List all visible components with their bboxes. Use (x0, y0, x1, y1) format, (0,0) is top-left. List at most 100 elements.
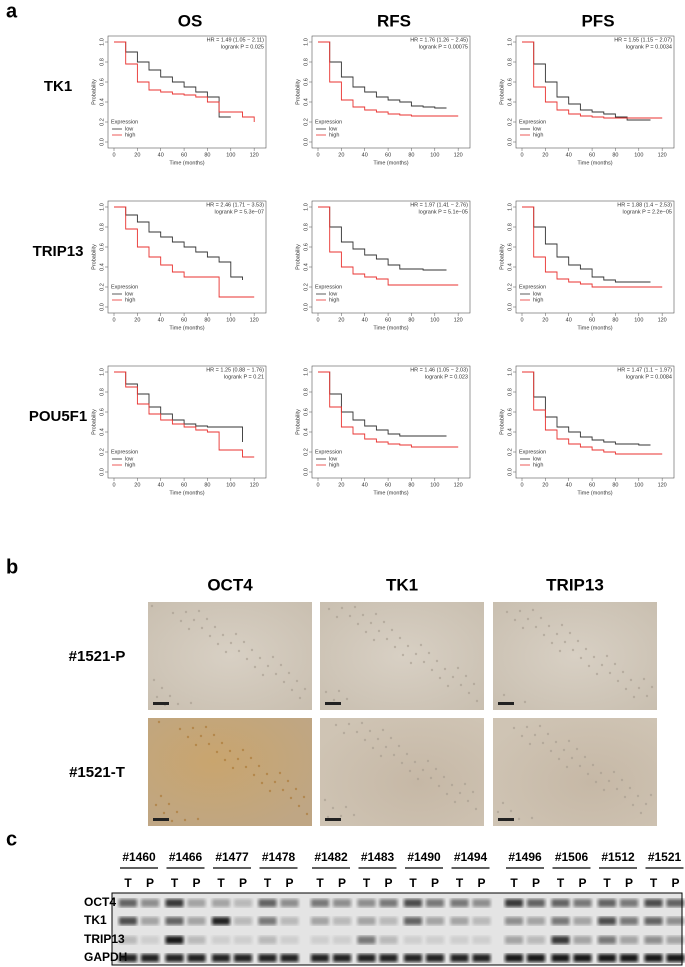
ihc-texture (466, 799, 470, 803)
ihc-texture (446, 684, 450, 688)
ihc-texture (541, 741, 545, 745)
ihc-texture (612, 770, 616, 774)
survival-curve (522, 206, 651, 283)
ihc-texture (459, 683, 463, 687)
column-header: PFS (581, 11, 614, 30)
ihc-texture (414, 652, 418, 656)
ihc-texture (207, 742, 211, 746)
ihc-texture (594, 780, 598, 784)
ihc-texture (274, 672, 278, 676)
blot-band (234, 936, 252, 944)
x-tick-label: 100 (430, 482, 439, 488)
ihc-texture (397, 744, 401, 748)
x-tick-label: 120 (658, 317, 667, 323)
plot-frame (311, 365, 471, 479)
row-label: TRIP13 (33, 243, 84, 260)
ihc-texture (567, 739, 571, 743)
y-tick-label: 0.6 (99, 243, 105, 251)
x-tick-label: 0 (520, 317, 523, 323)
ihc-texture (191, 726, 195, 730)
blot-band (333, 954, 351, 962)
blot-band (404, 899, 422, 907)
blot-band (165, 917, 184, 925)
y-tick-label: 0.2 (99, 448, 105, 456)
blot-band (505, 954, 523, 962)
blot-band (573, 899, 592, 907)
ihc-texture (279, 663, 283, 667)
legend-label: low (533, 291, 541, 297)
blot-band (379, 917, 398, 925)
x-tick-label: 40 (362, 152, 368, 158)
ihc-texture (631, 803, 635, 807)
ihc-texture (194, 743, 198, 747)
ihc-texture (422, 660, 426, 664)
ihc-texture (579, 656, 583, 660)
lane-label: T (456, 876, 464, 890)
x-axis-label: Time (months) (169, 490, 204, 496)
annotation: HR = 1.49 (1.05 − 2.11) (207, 37, 265, 43)
x-tick-label: 0 (520, 152, 523, 158)
ihc-texture (599, 771, 603, 775)
x-tick-label: 0 (316, 482, 319, 488)
legend-label: high (533, 462, 543, 468)
annotation: logrank P = 0.00075 (419, 44, 468, 50)
blot-band (357, 917, 376, 925)
y-tick-label: 1.0 (507, 203, 513, 211)
ihc-texture (521, 626, 525, 630)
x-tick-label: 80 (204, 152, 210, 158)
protein-label: TK1 (84, 913, 107, 927)
ihc-texture (204, 725, 208, 729)
survival-curve (318, 41, 447, 109)
ihc-texture (555, 632, 559, 636)
ihc-texture (258, 656, 262, 660)
plot-frame (311, 200, 471, 314)
ihc-texture (526, 617, 530, 621)
ihc-texture (438, 676, 442, 680)
annotation: logrank P = 2.2e−05 (623, 209, 672, 215)
x-tick-label: 20 (338, 482, 344, 488)
x-tick-label: 20 (542, 317, 548, 323)
lane-label: T (217, 876, 225, 890)
ihc-texture (393, 645, 397, 649)
blot-band (551, 899, 570, 907)
legend-label: high (329, 462, 339, 468)
annotation: HR = 1.76 (1.26 − 2.45) (410, 37, 468, 43)
y-tick-label: 0.6 (99, 408, 105, 416)
sample-label: #1521 (648, 850, 682, 864)
blot-band (472, 899, 491, 907)
lane-label: P (578, 876, 586, 890)
ihc-texture (401, 653, 405, 657)
x-tick-label: 60 (385, 152, 391, 158)
plot-frame (107, 200, 267, 314)
ihc-texture (237, 649, 241, 653)
protein-label: TRIP13 (84, 932, 125, 946)
ihc-texture (563, 640, 567, 644)
x-tick-label: 100 (430, 317, 439, 323)
y-tick-label: 0.2 (507, 283, 513, 291)
ihc-texture (347, 722, 351, 726)
ihc-texture (221, 633, 225, 637)
ihc-texture (549, 749, 553, 753)
survival-curve (522, 371, 651, 446)
x-tick-label: 20 (338, 317, 344, 323)
ihc-image (493, 602, 657, 710)
ihc-texture (445, 792, 449, 796)
sample-label: #1466 (169, 850, 203, 864)
ihc-texture (592, 655, 596, 659)
blot-band (333, 899, 351, 907)
blot-band (311, 954, 329, 962)
ihc-texture (229, 641, 233, 645)
panel-label: a (6, 0, 18, 22)
ihc-texture (364, 630, 368, 634)
ihc-texture (376, 737, 380, 741)
y-tick-label: 1.0 (507, 38, 513, 46)
ihc-texture (199, 734, 203, 738)
y-tick-label: 0.4 (507, 98, 513, 106)
y-tick-label: 0.0 (99, 138, 105, 146)
y-tick-label: 0.4 (303, 263, 309, 271)
ihc-texture (600, 663, 604, 667)
blot-band (141, 917, 159, 925)
ihc-texture (377, 629, 381, 633)
ihc-texture (352, 813, 356, 817)
annotation: HR = 1.47 (1.1 − 1.97) (617, 367, 672, 373)
